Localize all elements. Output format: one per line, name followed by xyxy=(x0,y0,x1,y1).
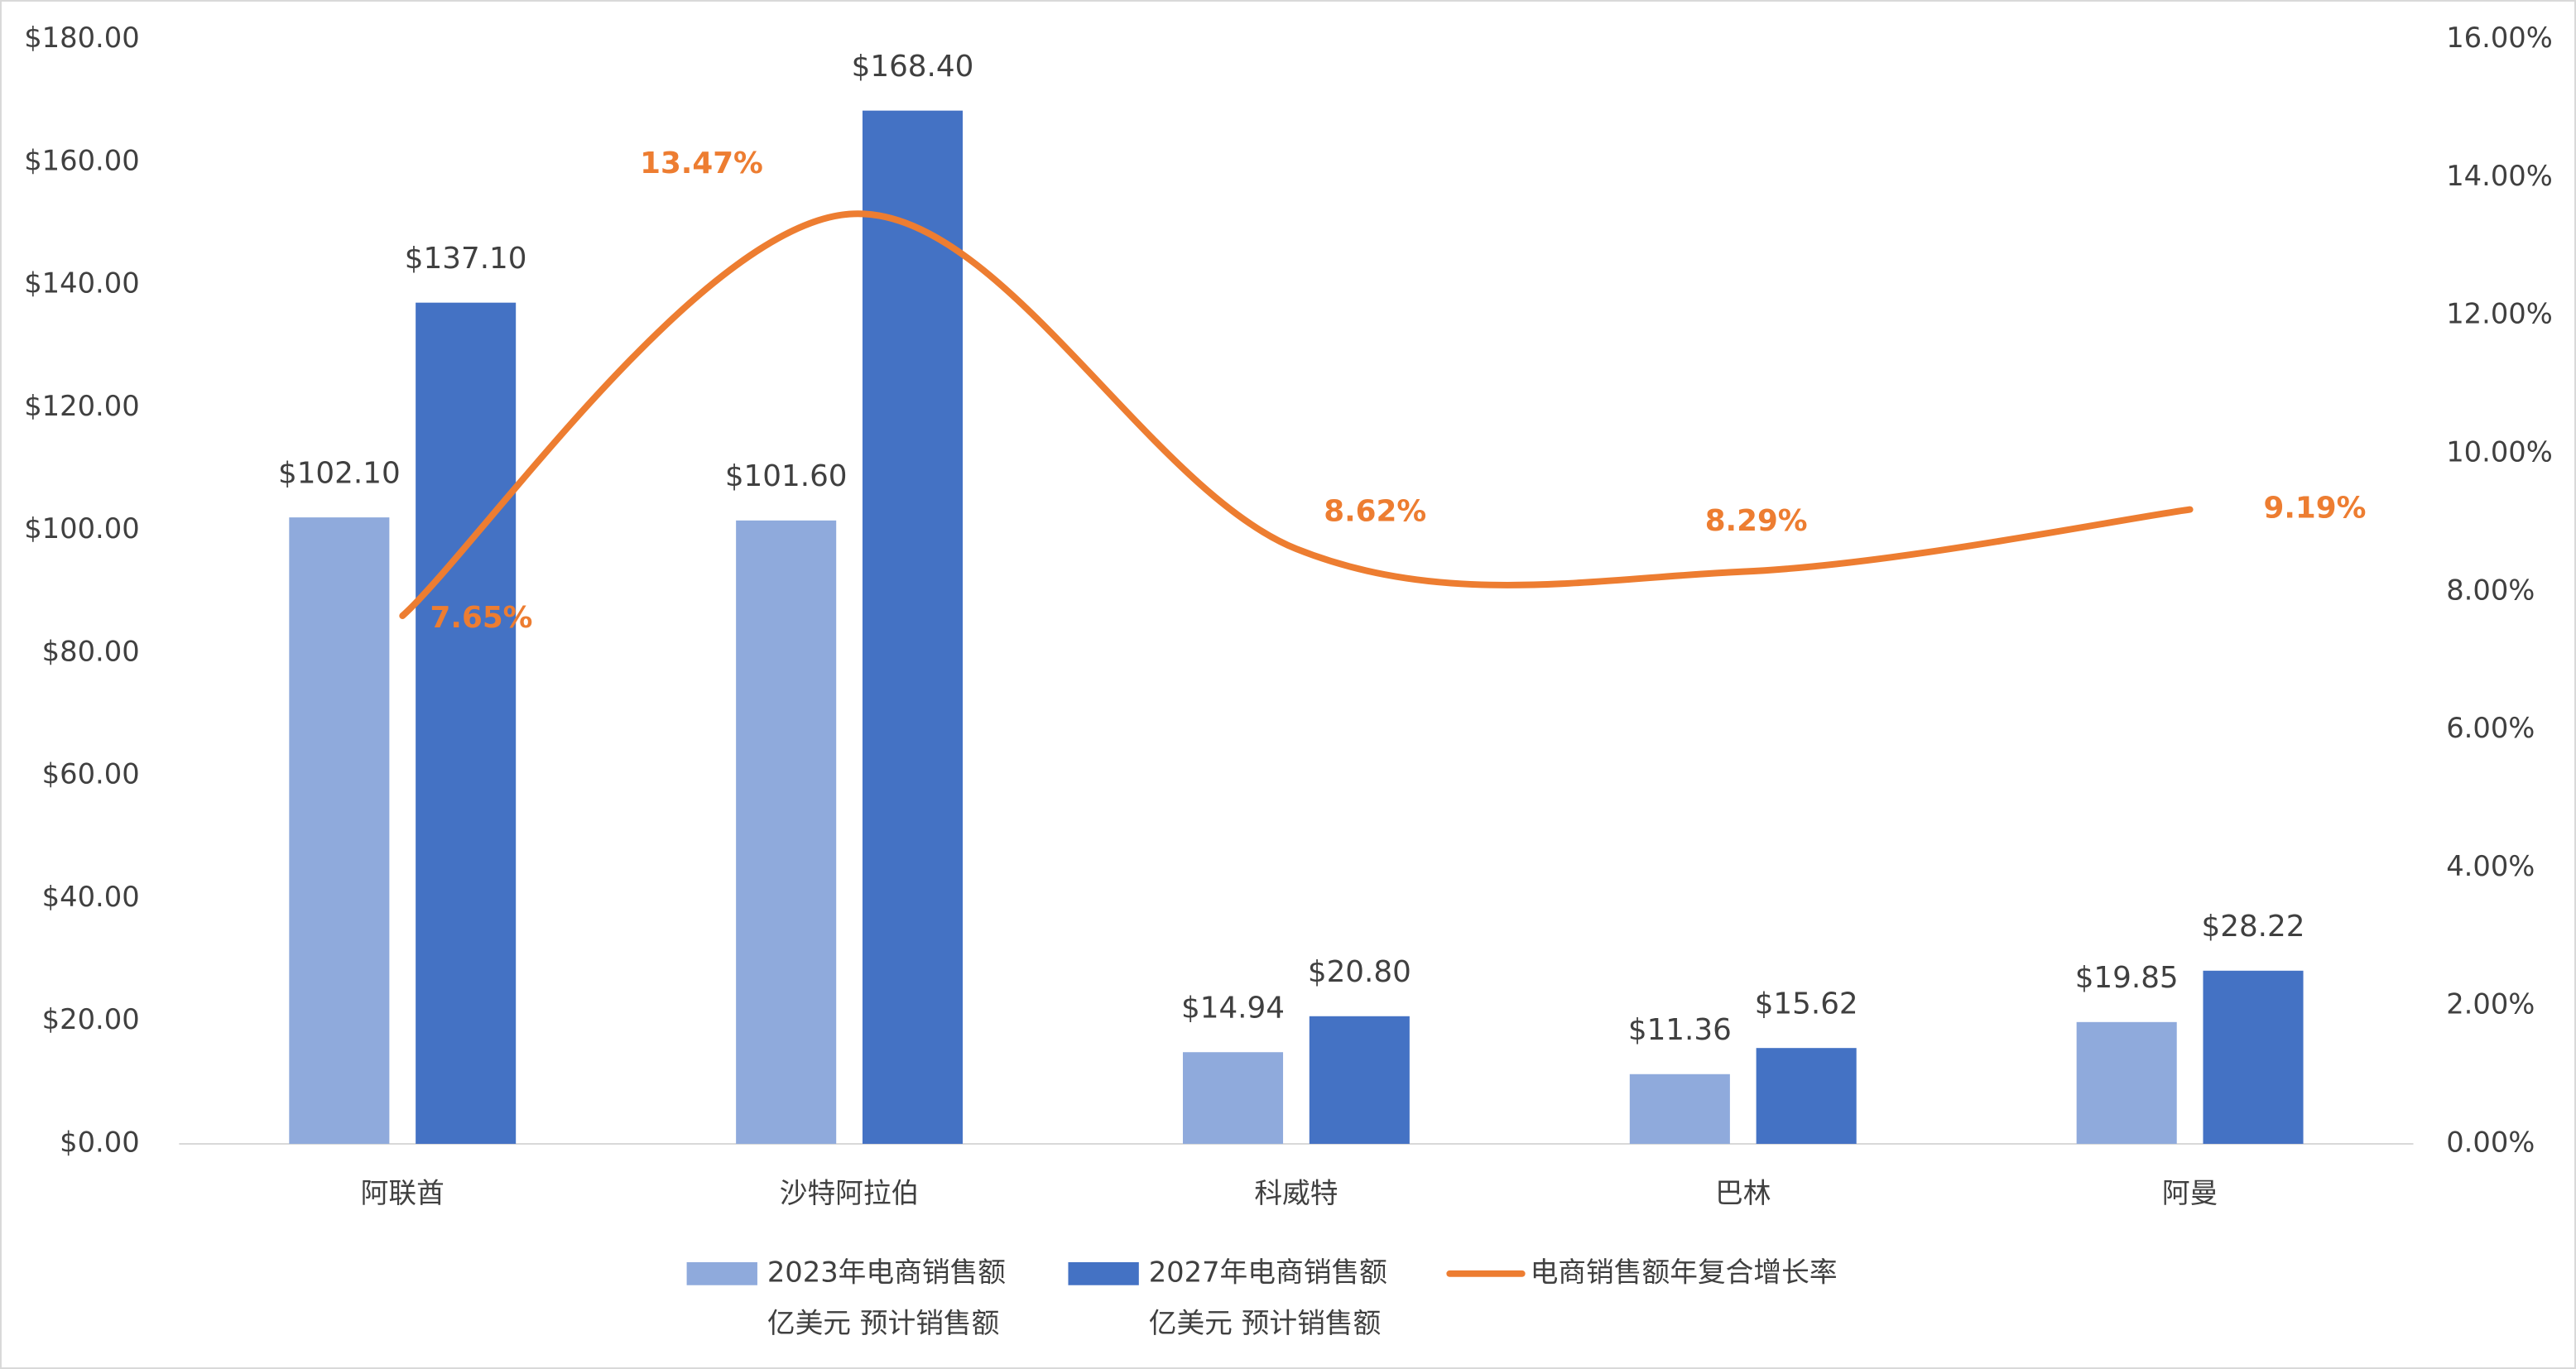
y-tick-label: $60.00 xyxy=(42,758,140,790)
legend-swatch xyxy=(1068,1261,1139,1285)
y-tick-label: $120.00 xyxy=(24,390,139,422)
bar-value-label: $19.85 xyxy=(2075,961,2179,995)
bar xyxy=(736,520,837,1144)
bar-value-label: $11.36 xyxy=(1628,1013,1732,1047)
y-tick-label: $80.00 xyxy=(42,635,140,667)
line-series xyxy=(399,210,2194,619)
y-tick-label: $180.00 xyxy=(24,22,139,54)
legend-label: 电商销售额年复合增长率 xyxy=(1531,1256,1838,1288)
y2-tick-label: 12.00% xyxy=(2446,298,2553,330)
line-value-label: 8.29% xyxy=(1705,504,1808,538)
bar-value-label: $101.60 xyxy=(725,459,848,493)
bar xyxy=(416,302,517,1144)
y-tick-label: $40.00 xyxy=(42,881,140,913)
bar-value-label: $14.94 xyxy=(1181,992,1285,1026)
bar xyxy=(2076,1021,2177,1144)
y2-tick-label: 10.00% xyxy=(2446,436,2553,468)
x-tick-label: 科威特 xyxy=(1254,1177,1338,1209)
y-tick-label: $0.00 xyxy=(60,1126,140,1158)
bar-value-label: $137.10 xyxy=(405,242,527,276)
x-tick-label: 巴林 xyxy=(1715,1177,1771,1209)
x-tick-label: 阿曼 xyxy=(2162,1177,2218,1209)
bar xyxy=(2203,970,2304,1144)
bar-value-label: $102.10 xyxy=(278,456,401,490)
y-tick-label: $160.00 xyxy=(24,144,139,176)
bar xyxy=(1182,1052,1284,1144)
line-value-label: 8.62% xyxy=(1324,494,1426,528)
y2-tick-label: 0.00% xyxy=(2446,1126,2535,1158)
bar xyxy=(289,517,390,1144)
bar-value-label: $20.80 xyxy=(1308,955,1411,989)
bar xyxy=(1309,1016,1410,1144)
bar xyxy=(862,110,964,1144)
line-value-label: 9.19% xyxy=(2263,492,2366,526)
legend-swatch xyxy=(686,1261,757,1285)
x-tick-label: 沙特阿拉伯 xyxy=(780,1177,920,1209)
legend-note: 亿美元 预计销售额 xyxy=(767,1307,1000,1339)
bar xyxy=(1629,1074,1730,1144)
legend-label: 2027年电商销售额 xyxy=(1149,1256,1387,1288)
y2-tick-label: 16.00% xyxy=(2446,22,2553,54)
y2-tick-label: 6.00% xyxy=(2446,712,2535,744)
y2-tick-label: 4.00% xyxy=(2446,850,2535,882)
legend-note: 亿美元 预计销售额 xyxy=(1149,1307,1382,1339)
bar xyxy=(1756,1048,1857,1144)
y2-tick-label: 8.00% xyxy=(2446,574,2535,606)
y-tick-label: $20.00 xyxy=(42,1003,140,1035)
y2-tick-label: 14.00% xyxy=(2446,160,2553,192)
y-tick-label: $100.00 xyxy=(24,512,139,545)
x-tick-label: 阿联酋 xyxy=(361,1177,445,1209)
bar-value-label: $28.22 xyxy=(2202,910,2305,944)
bar-value-label: $15.62 xyxy=(1755,987,1858,1021)
legend-label: 2023年电商销售额 xyxy=(767,1256,1006,1288)
bar-value-label: $168.40 xyxy=(852,50,974,84)
line-value-label: 7.65% xyxy=(430,601,533,635)
y-tick-label: $140.00 xyxy=(24,267,139,300)
line-value-label: 13.47% xyxy=(640,147,763,180)
y2-tick-label: 2.00% xyxy=(2446,988,2535,1021)
